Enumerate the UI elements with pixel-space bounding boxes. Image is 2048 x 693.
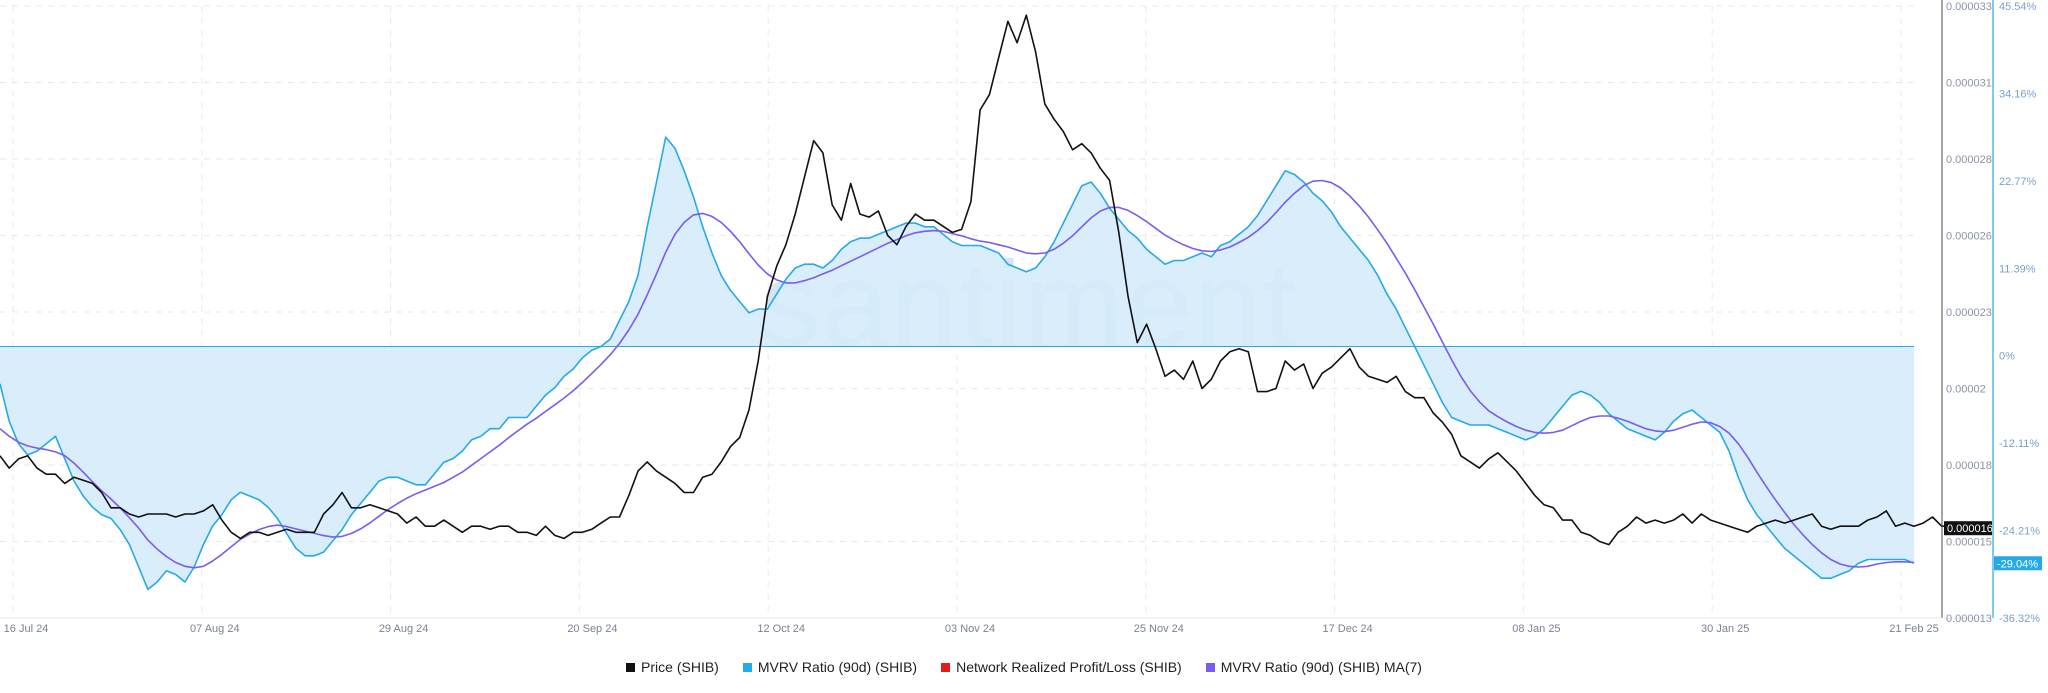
right-tick-label: -24.21% bbox=[1999, 526, 2040, 538]
x-tick-label: 21 Feb 25 bbox=[1889, 623, 1939, 635]
right-tick-label: -12.11% bbox=[1999, 438, 2039, 450]
legend-swatch-mvrv-ma bbox=[1205, 662, 1215, 672]
legend-item-nrpl[interactable]: Network Realized Profit/Loss (SHIB) bbox=[941, 659, 1182, 675]
right-tick-label: 45.54% bbox=[1999, 1, 2037, 13]
x-axis-ticks: 16 Jul 24 07 Aug 24 29 Aug 24 20 Sep 24 12 O… bbox=[4, 623, 1939, 635]
legend-item-mvrv[interactable]: MVRV Ratio (90d) (SHIB) bbox=[742, 659, 918, 675]
x-tick-label: 25 Nov 24 bbox=[1134, 623, 1184, 635]
left-tick-label: 0.000015 bbox=[1946, 537, 1992, 549]
legend-label-mvrv: MVRV Ratio (90d) (SHIB) bbox=[757, 659, 918, 675]
legend-swatch-mvrv bbox=[742, 662, 752, 672]
right-tick-label: 34.16% bbox=[1999, 88, 2037, 100]
left-tick-label: 0.000023 bbox=[1946, 307, 1992, 319]
left-tick-label: 0.000028 bbox=[1946, 154, 1992, 166]
value-badges: 0.000016 -29.04% bbox=[1944, 521, 2042, 571]
legend-label-mvrv-ma: MVRV Ratio (90d) (SHIB) MA(7) bbox=[1220, 659, 1422, 675]
mvrv-fill bbox=[0, 137, 1914, 590]
series-line-price bbox=[0, 14, 1951, 546]
left-tick-label: 0.000033 bbox=[1946, 1, 1992, 13]
mvrv-badge bbox=[1994, 556, 2042, 571]
legend-swatch-nrpl bbox=[941, 662, 951, 672]
left-tick-label: 0.000013 bbox=[1946, 613, 1992, 625]
left-tick-label: 0.000018 bbox=[1946, 460, 1992, 472]
series-line-mvrv bbox=[0, 136, 1915, 591]
left-tick-label: 0.000026 bbox=[1946, 231, 1992, 243]
legend-swatch-price bbox=[626, 662, 636, 672]
x-tick-label: 08 Jan 25 bbox=[1512, 623, 1560, 635]
x-tick-label: 29 Aug 24 bbox=[379, 623, 429, 635]
left-tick-label: 0.00002 bbox=[1946, 384, 1986, 396]
price-badge bbox=[1944, 521, 1992, 536]
left-tick-label: 0.000031 bbox=[1946, 78, 1992, 90]
x-tick-label: 12 Oct 24 bbox=[757, 623, 805, 635]
right-tick-label: 0% bbox=[1999, 351, 2015, 363]
right-axis-ticks: 45.54% 34.16% 22.77% 11.39% 0% -12.11% -24.21%… bbox=[1999, 1, 2040, 625]
x-tick-label: 20 Sep 24 bbox=[567, 623, 617, 635]
legend-item-price[interactable]: Price (SHIB) bbox=[626, 659, 719, 675]
series-line-mvrv-ma bbox=[0, 179, 1915, 569]
right-tick-label: 11.39% bbox=[1999, 263, 2036, 275]
legend-item-mvrv-ma[interactable]: MVRV Ratio (90d) (SHIB) MA(7) bbox=[1205, 659, 1422, 675]
legend-label-nrpl: Network Realized Profit/Loss (SHIB) bbox=[956, 659, 1182, 675]
legend: Price (SHIB) MVRV Ratio (90d) (SHIB) Net… bbox=[0, 656, 2048, 678]
right-tick-label: -36.32% bbox=[1999, 613, 2040, 625]
legend-label-price: Price (SHIB) bbox=[641, 659, 719, 675]
left-axis-ticks: 0.000033 0.000031 0.000028 0.000026 0.000023… bbox=[1946, 1, 1992, 625]
x-tick-label: 30 Jan 25 bbox=[1701, 623, 1749, 635]
mvrv-badge-text: -29.04% bbox=[1997, 558, 2038, 570]
x-tick-label: 17 Dec 24 bbox=[1323, 623, 1373, 635]
x-tick-label: 16 Jul 24 bbox=[4, 623, 49, 635]
series-lines bbox=[0, 14, 1951, 591]
mvrv-area bbox=[0, 137, 1914, 590]
x-tick-label: 03 Nov 24 bbox=[945, 623, 995, 635]
price-badge-text: 0.000016 bbox=[1947, 523, 1993, 535]
axes bbox=[0, 0, 1994, 619]
right-tick-label: 22.77% bbox=[1999, 176, 2037, 188]
x-tick-label: 07 Aug 24 bbox=[190, 623, 240, 635]
